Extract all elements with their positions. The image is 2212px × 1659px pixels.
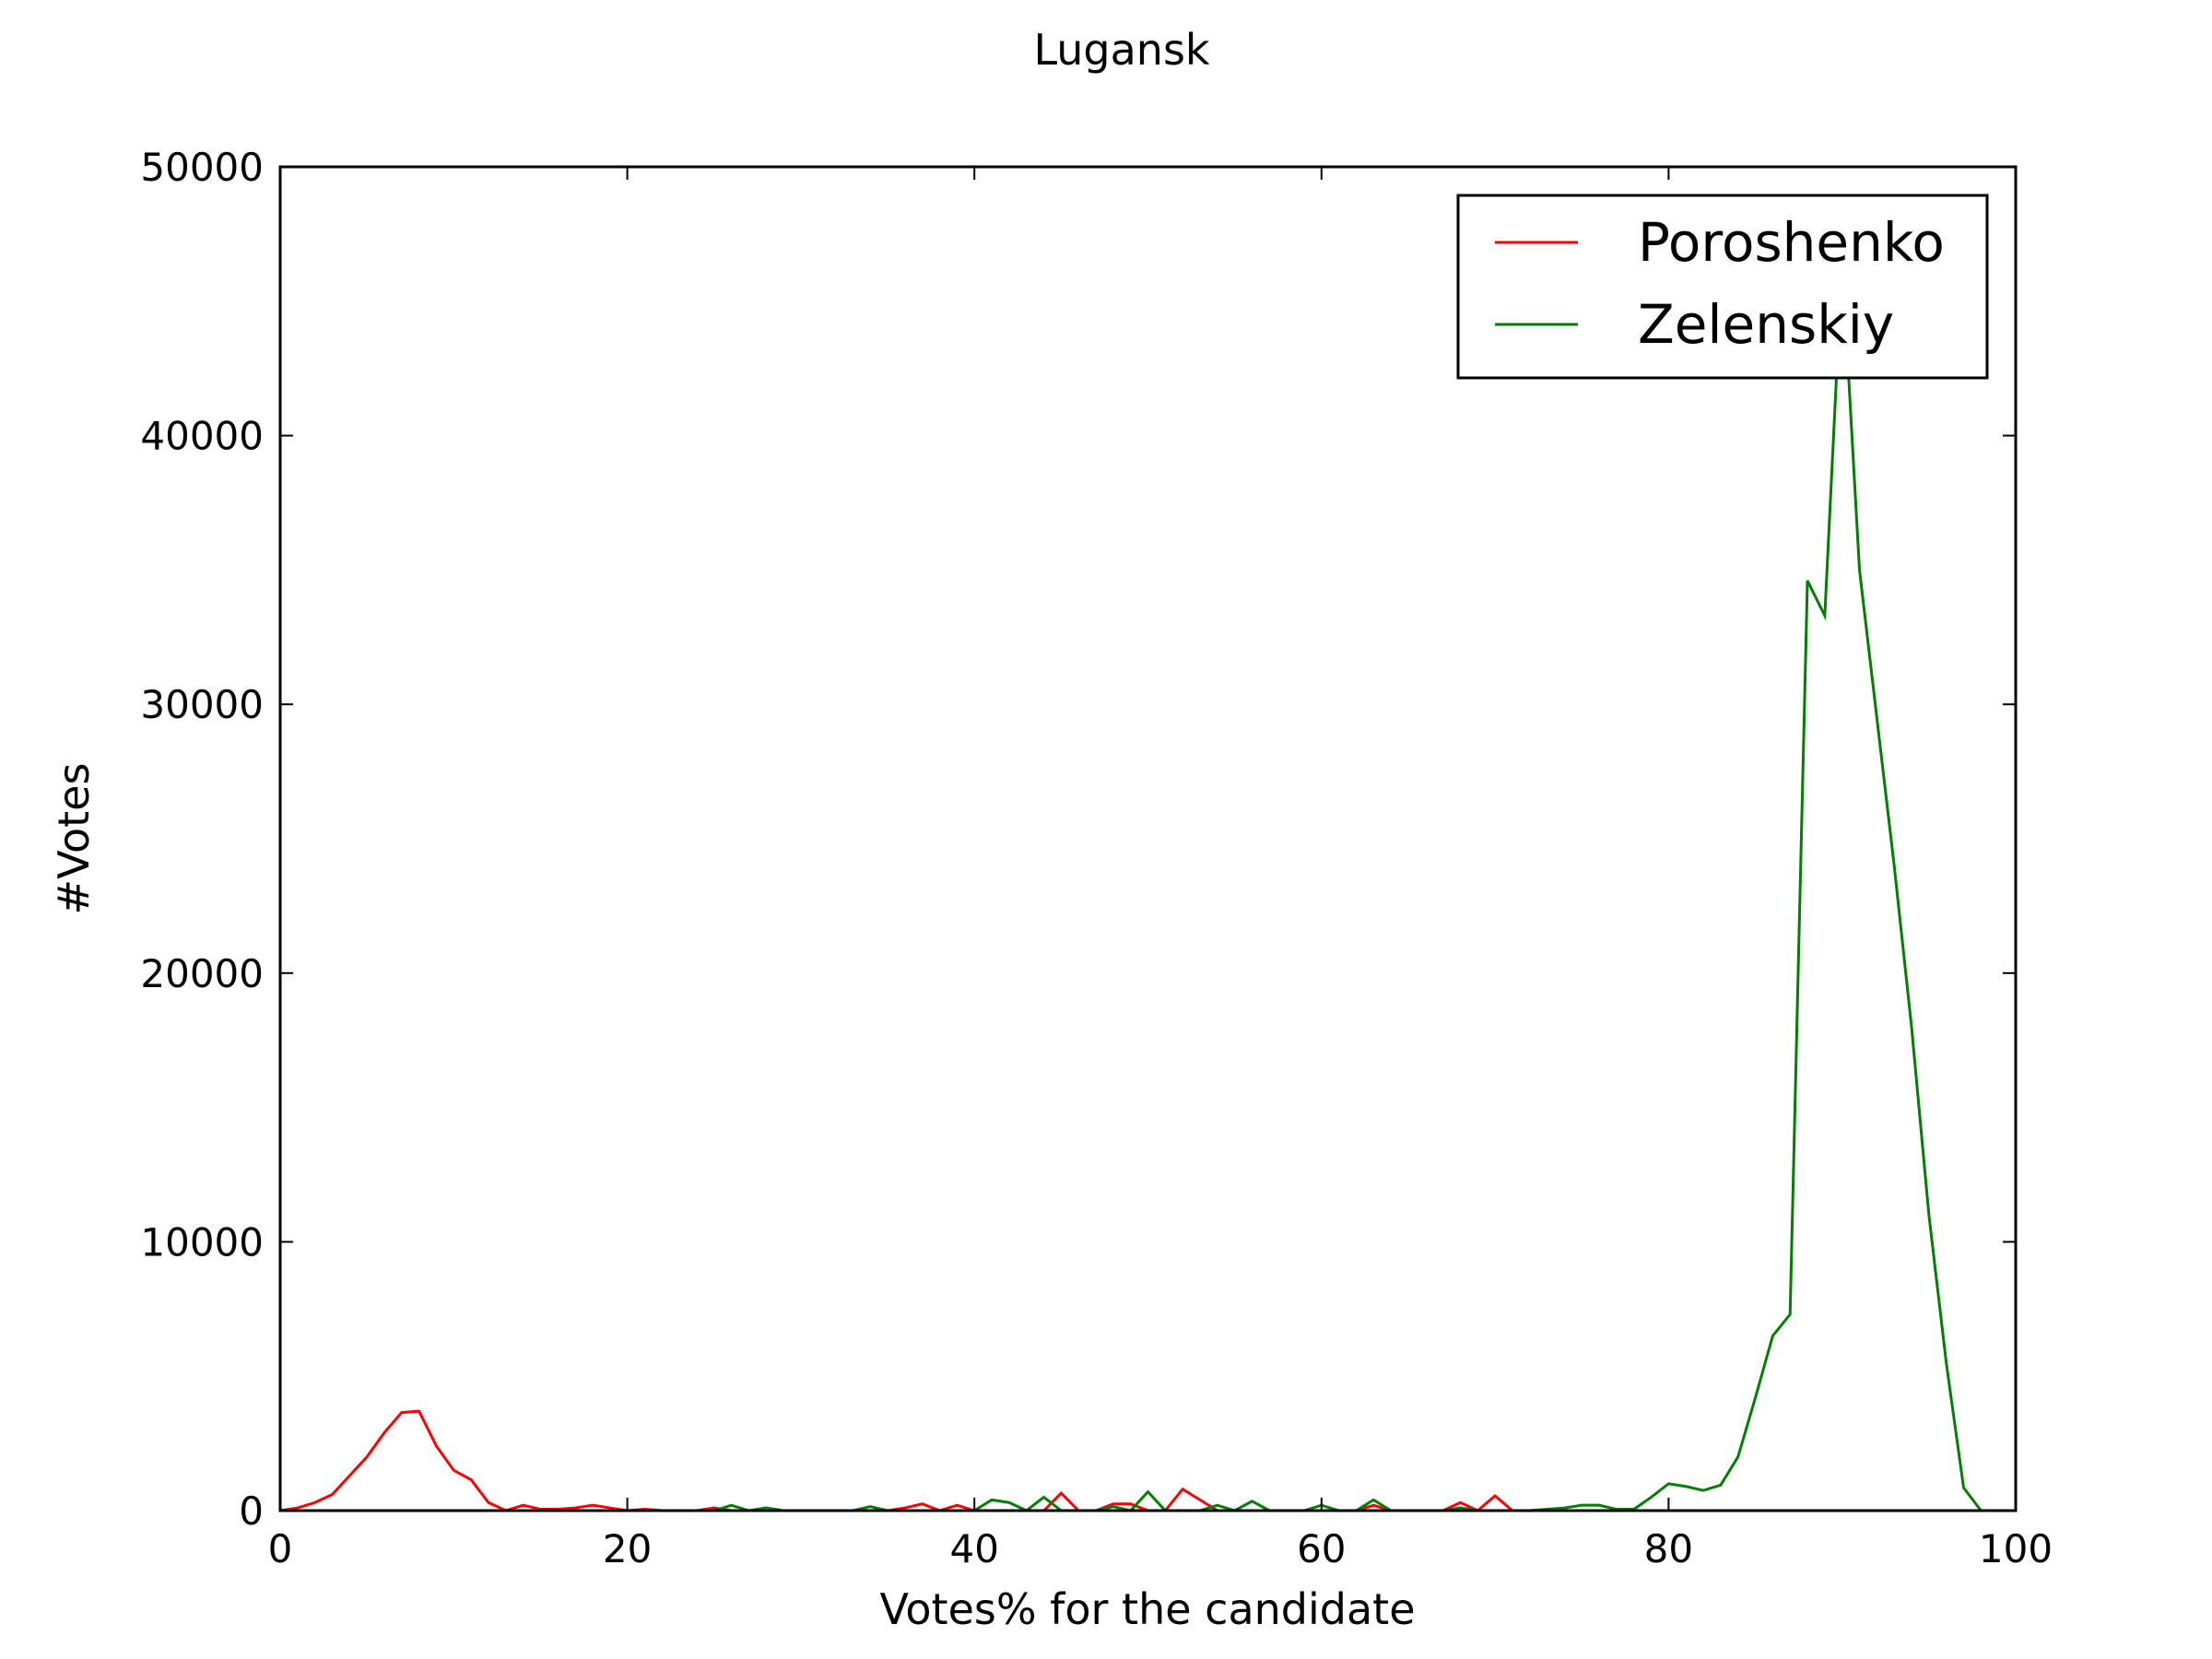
y-tick-label: 30000 [140,682,264,727]
x-tick-label: 60 [1297,1526,1346,1571]
x-tick-label: 0 [268,1526,293,1571]
x-tick-label: 100 [1979,1526,2053,1571]
y-tick-label: 50000 [140,145,264,190]
x-tick-label: 20 [603,1526,652,1571]
series-line-zelenskiy [280,260,2016,1511]
legend-label-poroshenko: Poroshenko [1638,211,1945,274]
y-tick-label: 10000 [140,1219,264,1265]
plot-area-frame [278,165,2018,1512]
chart-title: Lugansk [1033,25,1209,75]
legend-box [1456,194,1989,380]
x-tick-label: 40 [949,1526,998,1571]
legend: Poroshenko Zelenskiy [1456,194,1989,380]
series-layer [280,260,2016,1511]
x-axis-label: Votes% for the candidate [880,1584,1416,1634]
series-line-poroshenko [280,1409,2016,1511]
y-axis-label: #Votes [49,763,99,915]
legend-label-zelenskiy: Zelenskiy [1638,293,1894,356]
y-tick-label: 40000 [140,414,264,459]
y-tick-label: 0 [239,1488,264,1534]
x-tick-label: 80 [1644,1526,1693,1571]
axis-ticks: 0 20 40 60 80 100 0 10000 20000 30000 40000 50000 [140,145,2053,1571]
y-tick-label: 20000 [140,951,264,996]
